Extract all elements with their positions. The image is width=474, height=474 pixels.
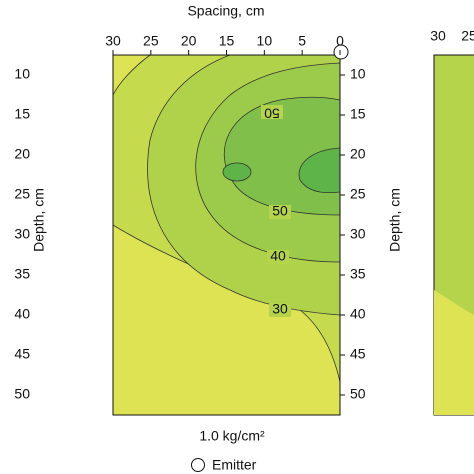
y-tick-label: 50 [14,386,30,402]
region [298,147,341,194]
y-tick-label: 15 [14,106,30,122]
y-tick-label: 30 [350,226,366,242]
region [434,290,474,415]
y-tick-label: 10 [350,66,366,82]
y-tick-label: 45 [14,346,30,362]
legend-label: Emitter [212,457,257,473]
region [222,162,252,182]
x-axis-label: Spacing, cm [187,3,264,19]
contour-label: 50 [264,105,280,121]
contour-label-bg [261,105,283,119]
contour-fill [112,54,341,416]
y-tick-label: 30 [14,226,30,242]
contour-label: 40 [270,248,286,264]
contour-label-bg [269,205,291,219]
y-tick-label: 50 [350,386,366,402]
x-tick-label: 15 [219,33,235,49]
y-tick-label: 35 [350,266,366,282]
emitter-marker [333,44,349,60]
y-axis-label: Depth, cm [31,188,47,252]
x-tick-label: 30 [105,33,121,49]
y-tick-label: 40 [350,306,366,322]
x-tick-label: 5 [298,33,306,49]
y-tick-label: 45 [350,346,366,362]
contour-label: 30 [272,301,288,317]
y-tick-label: 10 [14,66,30,82]
x-tick-label: 25 [143,33,159,49]
x-tick-label: 0 [336,33,344,49]
contour-label-bg [269,303,291,317]
y-tick-label: 15 [350,106,366,122]
x-tick-label: 20 [181,33,197,49]
contour-label: 50 [272,203,288,219]
y-axis-label: Depth, cm [387,188,403,252]
x-tick-label: 25 [461,28,474,44]
x-tick-label: 30 [430,28,446,44]
next-panel [433,54,474,416]
panel-label: 1.0 kg/cm² [199,428,265,444]
contour-label-bg [267,250,289,264]
y-tick-label: 35 [14,266,30,282]
y-tick-label: 25 [14,186,30,202]
y-tick-label: 25 [350,186,366,202]
legend-marker [191,458,205,472]
y-tick-label: 40 [14,306,30,322]
y-tick-label: 20 [14,146,30,162]
x-tick-label: 10 [257,33,273,49]
y-tick-label: 20 [350,146,366,162]
